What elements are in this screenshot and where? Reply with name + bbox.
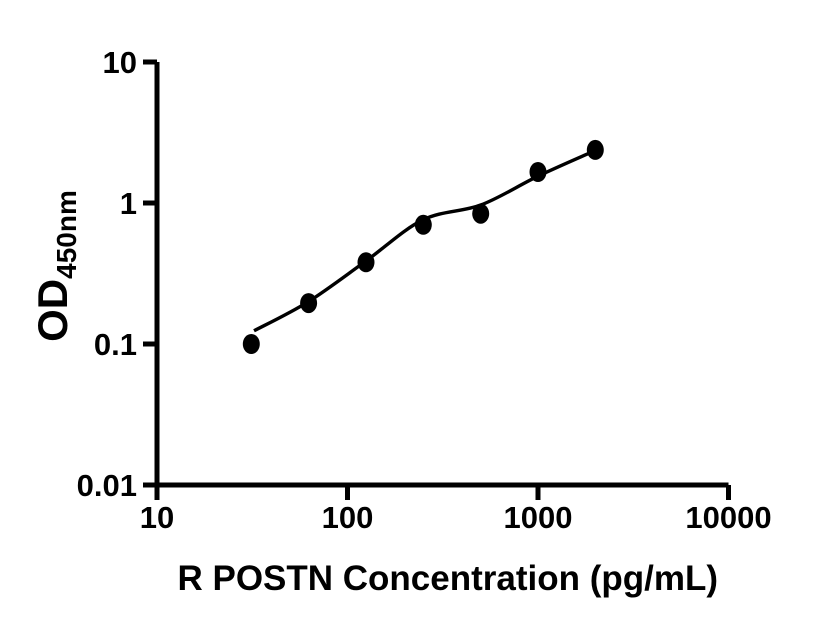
data-point xyxy=(529,162,547,182)
axis-spine xyxy=(154,62,729,488)
x-axis-title: R POSTN Concentration (pg/mL) xyxy=(177,559,718,598)
y-tick-label: 0.1 xyxy=(94,327,137,362)
data-point xyxy=(300,293,318,314)
data-point xyxy=(242,334,260,354)
y-axis-title: OD450nm xyxy=(29,190,82,342)
data-point xyxy=(357,252,375,273)
x-tick-label: 10000 xyxy=(685,500,771,535)
y-tick-label: 1 xyxy=(120,186,137,221)
data-point xyxy=(472,203,490,224)
x-tick-label: 1000 xyxy=(504,500,573,535)
data-point xyxy=(586,139,604,160)
y-tick-label: 0.01 xyxy=(77,468,137,503)
x-tick-label: 10 xyxy=(140,500,174,535)
x-tick-label: 100 xyxy=(322,500,374,535)
data-point xyxy=(414,214,432,235)
y-tick-label: 10 xyxy=(103,45,137,80)
